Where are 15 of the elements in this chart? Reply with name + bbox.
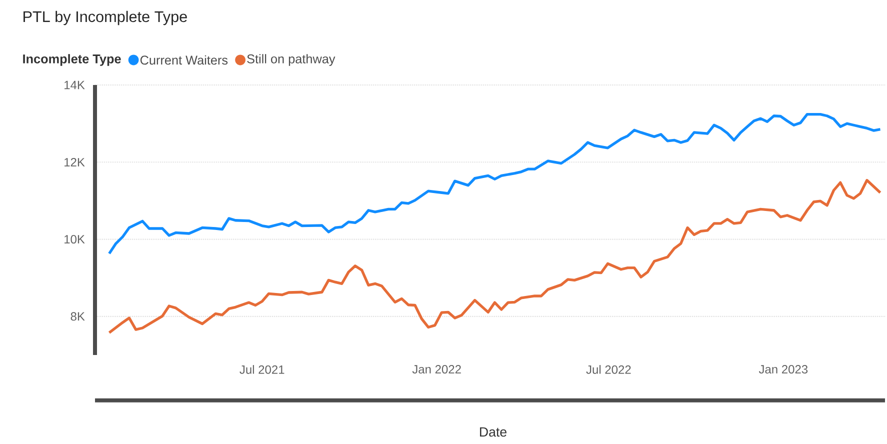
y-tick-label: 10K [64,235,85,244]
x-tick-label: Jul 2021 [240,365,284,374]
x-tick-label: Jan 2022 [412,365,461,374]
x-axis-title: Date [480,427,506,437]
x-tick-label: Jan 2023 [758,365,808,374]
legend-label: Still on pathway [247,54,336,66]
x-tick-label: Jul 2022 [586,365,631,374]
y-tick-label: 14K [64,80,85,90]
chart-title: PTL by Incomplete Type [24,10,187,26]
legend-title: Incomplete Type [23,54,121,66]
line-series [108,178,882,334]
legend-label: Current Waiters [140,55,228,65]
line-series [108,112,882,255]
y-tick-label: 12K [64,158,85,166]
y-tick-label: 8K [70,312,85,321]
